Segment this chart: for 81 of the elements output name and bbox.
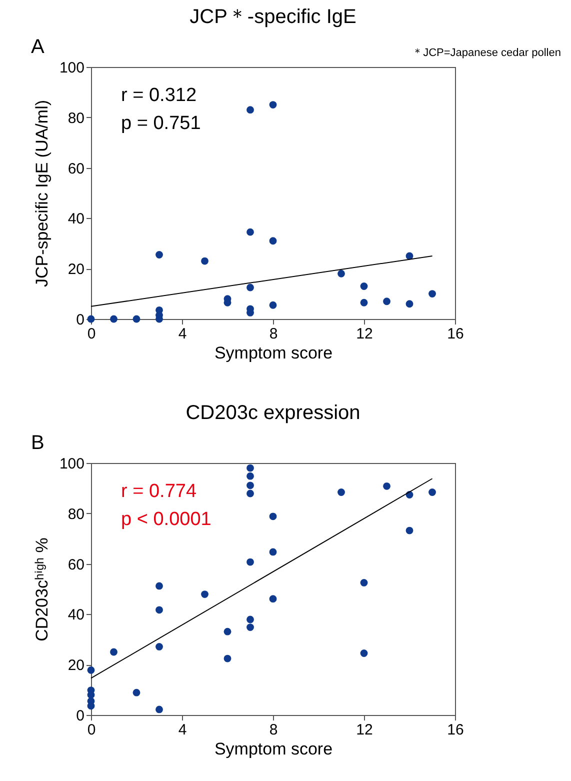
point	[246, 490, 254, 498]
point	[246, 472, 254, 480]
x-axis-title: Symptom score	[214, 740, 333, 758]
y-tick-label: 0	[76, 312, 84, 328]
y-tick-label: 40	[68, 606, 84, 624]
point	[246, 464, 254, 472]
x-tick-label: 16	[447, 722, 464, 738]
point	[360, 650, 368, 657]
point	[269, 595, 277, 603]
point	[110, 315, 118, 323]
point	[246, 228, 254, 236]
x-tick-label: 0	[87, 326, 96, 342]
point	[110, 648, 118, 656]
point	[246, 106, 254, 114]
point	[156, 643, 163, 650]
point	[156, 582, 163, 590]
point	[269, 548, 277, 556]
y-tick-label: 0	[76, 708, 84, 724]
point	[224, 628, 232, 636]
point	[269, 101, 277, 108]
point	[246, 624, 254, 632]
annotation: p = 0.751	[121, 113, 201, 134]
point	[132, 688, 140, 696]
x-tick-label: 4	[178, 722, 187, 738]
point	[406, 300, 414, 308]
x-tick-label: 0	[87, 722, 96, 738]
y-axis-title: CD203cʰⁱᵍʰ %	[32, 538, 52, 642]
y-tick-label: 80	[68, 506, 84, 523]
point	[246, 616, 254, 624]
point	[428, 290, 436, 298]
point	[87, 691, 95, 699]
y-tick-label: 100	[59, 456, 84, 472]
point	[338, 270, 345, 278]
y-tick-label: 40	[68, 210, 84, 228]
y-axis-title: JCP-specific IgE (UA/ml)	[32, 100, 52, 288]
chart-title: JCP＊-specific IgE	[190, 6, 356, 28]
point	[383, 482, 390, 490]
point	[87, 666, 95, 674]
x-tick-label: 12	[356, 326, 373, 342]
x-tick-label: 8	[269, 326, 278, 342]
point	[246, 482, 254, 490]
point	[156, 251, 163, 258]
point	[406, 252, 414, 260]
point	[246, 284, 254, 292]
annotation: r = 0.312	[121, 85, 197, 106]
point	[87, 315, 95, 323]
y-tick-label: 60	[68, 160, 84, 178]
point	[201, 257, 208, 265]
x-tick-label: 12	[356, 722, 373, 738]
point	[360, 298, 368, 306]
text: A	[31, 36, 45, 58]
point	[156, 606, 163, 614]
point	[269, 301, 277, 309]
point	[428, 488, 436, 496]
point	[338, 488, 345, 496]
x-tick-label: 8	[269, 722, 278, 738]
point	[224, 654, 232, 662]
annotation: r = 0.774	[121, 481, 197, 502]
annotation: p < 0.0001	[121, 509, 212, 530]
point	[201, 590, 208, 598]
point	[383, 298, 390, 306]
y-tick-label: 20	[68, 657, 84, 674]
chart-title: CD203c expression	[186, 402, 360, 424]
point	[406, 526, 414, 534]
point	[360, 282, 368, 290]
point	[269, 237, 277, 245]
y-tick-label: 20	[68, 261, 84, 278]
x-tick-label: 4	[178, 326, 187, 342]
point	[269, 512, 277, 520]
y-tick-label: 60	[68, 556, 84, 574]
y-tick-label: 80	[68, 110, 84, 127]
x-tick-label: 16	[447, 326, 464, 342]
text: ＊JCP=Japanese cedar pollen	[412, 47, 561, 59]
point	[87, 702, 95, 710]
x-axis-title: Symptom score	[214, 344, 333, 362]
y-tick-label: 100	[59, 60, 84, 76]
text: B	[31, 432, 44, 454]
point	[246, 558, 254, 566]
point	[360, 579, 368, 586]
point	[156, 706, 163, 714]
point	[132, 315, 140, 323]
